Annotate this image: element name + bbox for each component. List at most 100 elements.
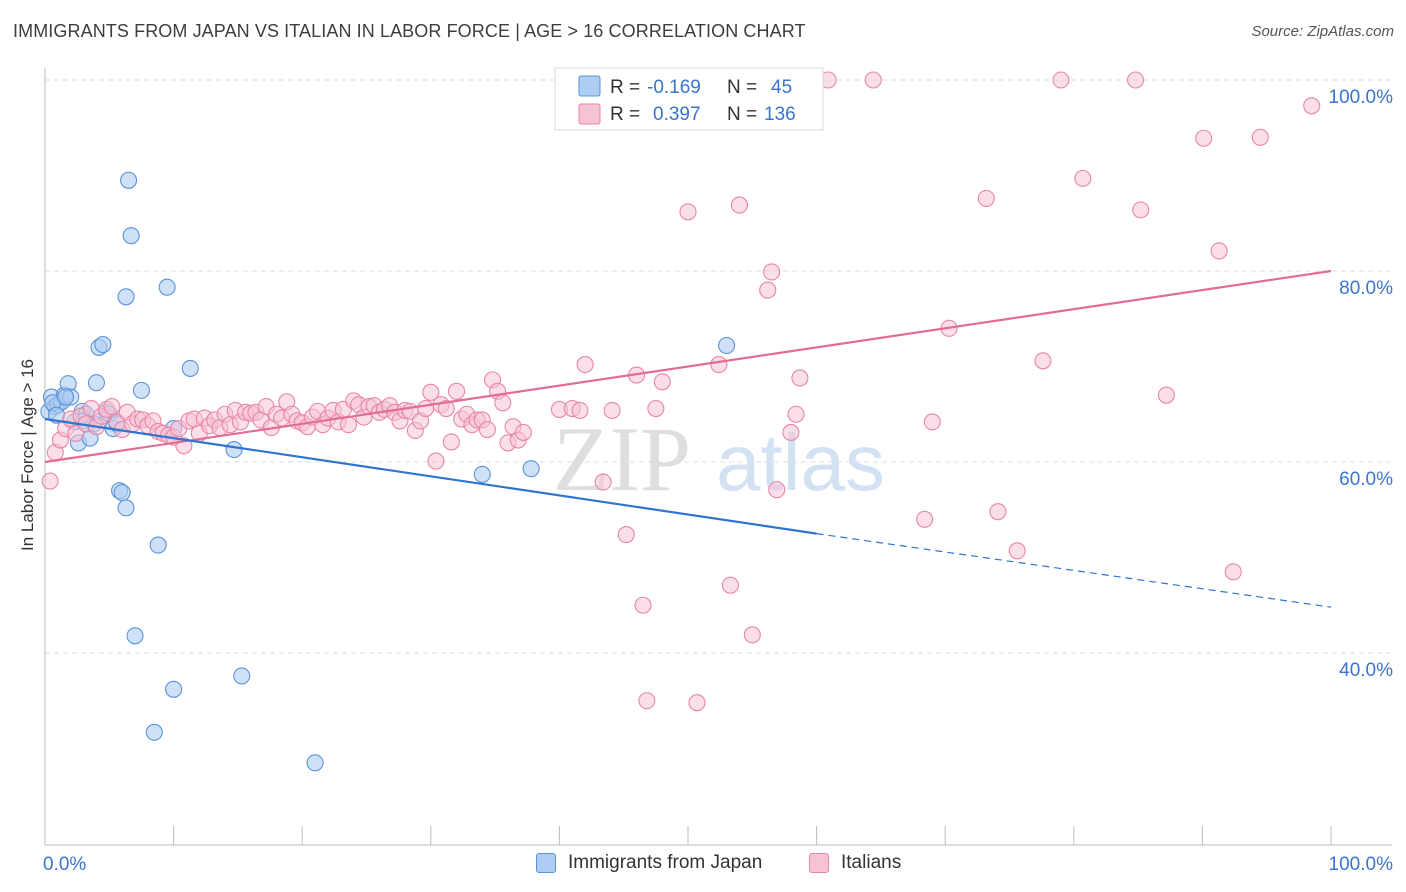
watermark: ZIP atlas — [553, 408, 885, 510]
series-japan-points — [40, 171, 736, 772]
data-point-italians — [617, 526, 635, 544]
data-point-japan — [149, 536, 167, 554]
data-point-italians — [1052, 71, 1070, 89]
data-point-japan — [94, 335, 112, 354]
chart-title: IMMIGRANTS FROM JAPAN VS ITALIAN IN LABO… — [13, 21, 806, 41]
axes — [44, 68, 1392, 846]
data-point-italians — [638, 692, 656, 710]
data-point-japan — [181, 359, 199, 377]
legend-n-label-japan: N = — [727, 77, 757, 98]
data-point-italians — [1126, 71, 1145, 89]
data-point-japan — [165, 680, 183, 698]
data-point-italians — [688, 694, 706, 712]
legend-item-japan[interactable]: Immigrants from Japan — [536, 852, 762, 874]
legend-r-value-japan: -0.169 — [647, 77, 701, 98]
legend-n-label-italians: N = — [727, 104, 757, 125]
data-point-italians — [447, 382, 466, 400]
data-point-japan — [113, 484, 131, 502]
data-point-italians — [864, 71, 882, 89]
data-point-japan — [117, 288, 135, 306]
data-point-italians — [710, 356, 728, 374]
data-point-italians — [1132, 201, 1150, 219]
data-point-italians — [679, 203, 697, 221]
data-point-italians — [916, 510, 934, 528]
data-point-japan — [306, 754, 324, 772]
data-point-italians — [1251, 128, 1269, 146]
data-point-japan — [718, 336, 736, 355]
data-point-italians — [782, 423, 800, 441]
legend-r-value-italians: 0.397 — [653, 104, 701, 125]
data-point-italians — [103, 398, 121, 416]
data-point-italians — [989, 503, 1007, 521]
trend-line-japan-extrapolated — [816, 533, 1332, 608]
data-point-italians — [787, 405, 805, 423]
data-point-japan — [87, 374, 105, 392]
data-point-japan — [233, 667, 251, 685]
data-point-italians — [977, 189, 995, 207]
data-point-japan — [225, 441, 243, 459]
legend-n-value-japan: 45 — [771, 77, 792, 98]
data-point-japan — [117, 499, 135, 517]
data-point-italians — [647, 399, 665, 418]
legend-box: R = -0.169 N = 45 R = 0.397 N = 136 — [554, 67, 824, 131]
data-point-italians — [339, 416, 358, 434]
legend-r-label-italians: R = — [610, 104, 640, 125]
legend-bottom: Immigrants from Japan Italians — [0, 852, 1406, 876]
y-tick-label: 60.0% — [1339, 469, 1393, 490]
y-tick-label: 80.0% — [1339, 278, 1393, 299]
legend-swatch-japan — [578, 75, 601, 97]
legend-item-italians[interactable]: Italians — [809, 852, 901, 874]
legend-r-label-japan: R = — [610, 77, 640, 98]
data-point-italians — [427, 452, 445, 470]
data-point-italians — [603, 401, 621, 419]
data-point-japan — [158, 278, 176, 296]
watermark-zip: ZIP — [553, 408, 691, 510]
y-tick-label: 100.0% — [1329, 87, 1394, 108]
data-point-japan — [473, 465, 491, 483]
data-point-italians — [422, 383, 440, 401]
data-point-italians — [759, 281, 777, 299]
trend-line-japan — [44, 417, 817, 535]
data-point-italians — [437, 399, 455, 418]
chart-source: Source: ZipAtlas.com — [1251, 23, 1394, 40]
data-point-japan — [122, 227, 140, 245]
data-point-italians — [41, 472, 59, 490]
tick-labels: 40.0% 60.0% 80.0% 100.0% 0.0% 100.0% — [43, 87, 1393, 875]
watermark-atlas: atlas — [716, 418, 885, 507]
data-point-italians — [1210, 242, 1228, 260]
data-point-italians — [1008, 542, 1026, 560]
legend-swatch-italians — [578, 103, 601, 125]
data-point-italians — [571, 401, 589, 419]
x-tick-label-max: 100.0% — [1329, 854, 1394, 875]
data-point-italians — [576, 356, 594, 374]
data-point-italians — [1074, 169, 1092, 187]
data-point-italians — [478, 420, 496, 439]
data-point-japan — [132, 381, 150, 399]
data-point-italians — [442, 433, 460, 451]
legend-label-italians: Italians — [841, 852, 902, 873]
legend-swatch-italians-bottom — [809, 853, 829, 873]
data-point-italians — [494, 394, 512, 412]
data-point-italians — [653, 373, 671, 391]
data-point-italians — [721, 576, 739, 594]
data-point-italians — [514, 423, 532, 441]
data-point-italians — [743, 626, 761, 644]
data-point-italians — [417, 399, 435, 418]
series-italians-points — [41, 71, 1321, 712]
data-point-japan — [145, 723, 163, 741]
legend-label-japan: Immigrants from Japan — [568, 852, 763, 873]
y-tick-label: 40.0% — [1339, 660, 1393, 681]
data-point-italians — [1303, 97, 1321, 115]
data-point-italians — [923, 413, 941, 431]
data-point-italians — [1195, 129, 1213, 147]
data-point-japan — [522, 460, 540, 478]
data-point-italians — [1157, 386, 1175, 404]
data-point-japan — [120, 171, 138, 189]
data-point-italians — [763, 263, 781, 281]
data-point-italians — [730, 196, 748, 214]
data-point-japan — [126, 627, 144, 645]
legend-n-value-italians: 136 — [764, 104, 796, 125]
data-point-italians — [1224, 563, 1242, 581]
legend-swatch-japan-bottom — [536, 853, 556, 873]
